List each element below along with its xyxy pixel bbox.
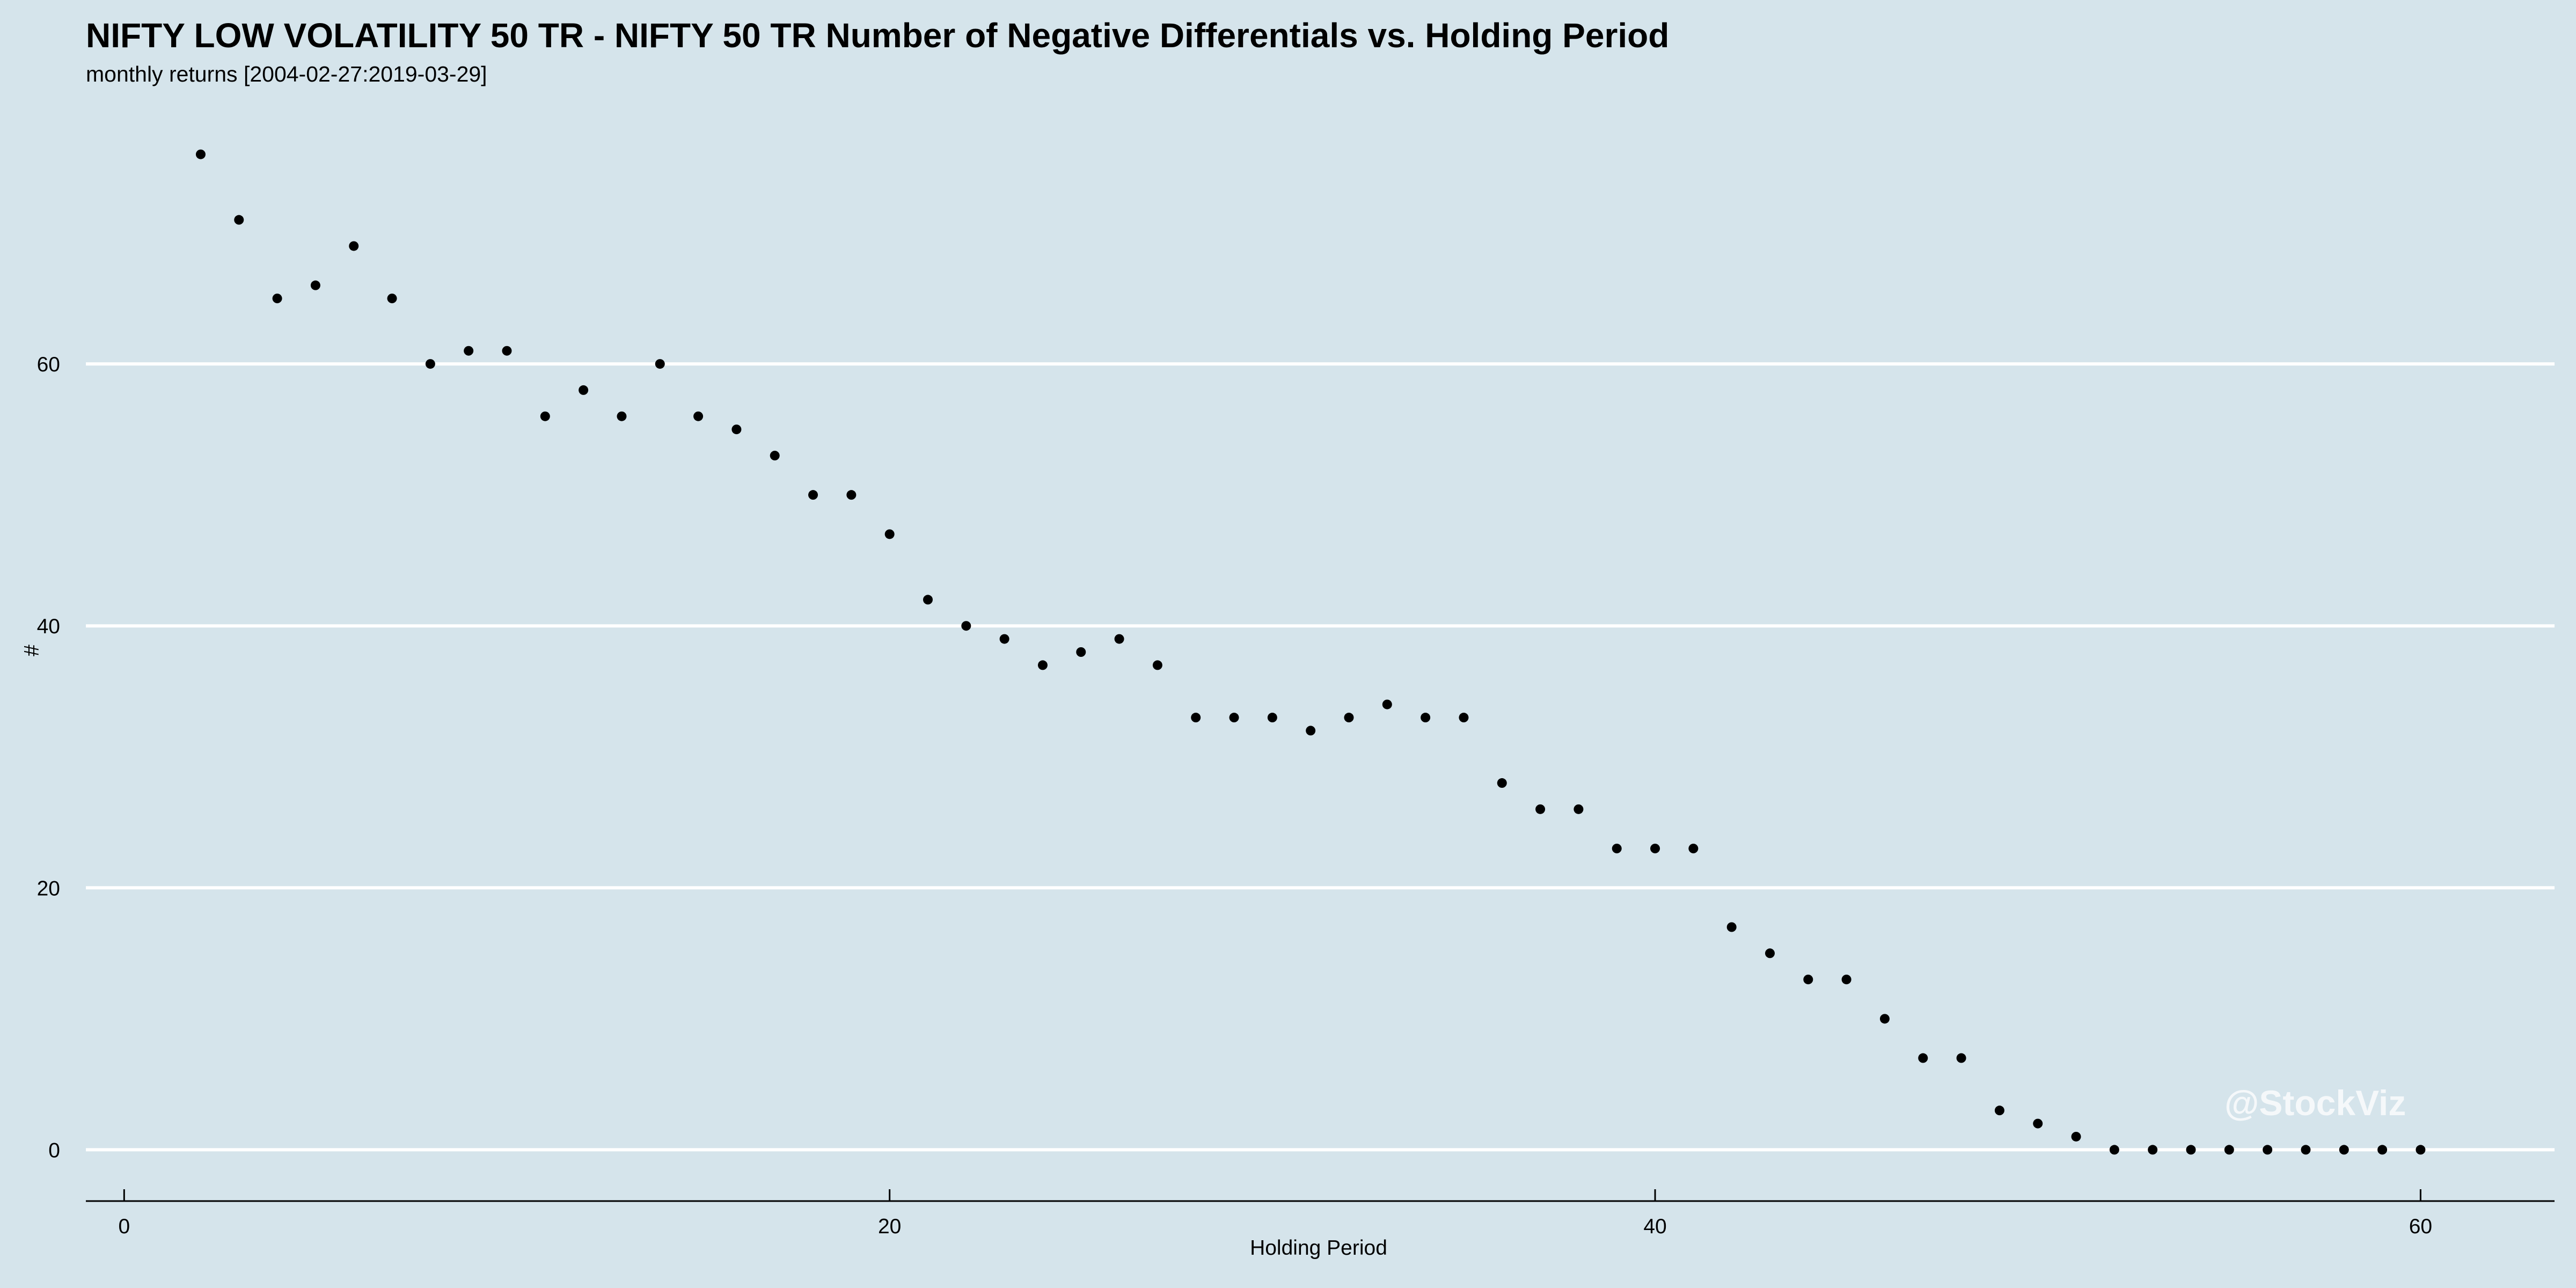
data-point <box>1076 647 1086 657</box>
data-point <box>1191 713 1201 723</box>
data-point <box>731 425 742 435</box>
data-point <box>1803 975 1813 985</box>
data-point <box>2263 1145 2273 1155</box>
data-point <box>693 411 704 421</box>
data-point <box>1382 699 1392 709</box>
data-point <box>1114 634 1124 644</box>
data-point <box>1726 922 1737 932</box>
data-point <box>2377 1145 2388 1155</box>
data-point <box>195 149 206 159</box>
data-point <box>2301 1145 2311 1155</box>
data-point <box>1994 1106 2004 1116</box>
y-axis-title: # <box>20 645 43 656</box>
data-point <box>1152 660 1162 670</box>
data-point <box>234 215 244 225</box>
data-point <box>2186 1145 2196 1155</box>
y-tick-label: 60 <box>37 353 60 376</box>
watermark-text: @StockViz <box>2224 1083 2406 1123</box>
data-point <box>1918 1053 1928 1063</box>
data-point <box>2339 1145 2349 1155</box>
y-tick-label: 20 <box>37 877 60 900</box>
data-point <box>2109 1145 2119 1155</box>
data-point <box>617 411 627 421</box>
data-point <box>770 450 780 460</box>
data-point <box>1229 713 1239 723</box>
x-tick-label: 60 <box>2409 1215 2432 1238</box>
data-point <box>579 385 589 395</box>
data-point <box>1650 844 1660 854</box>
data-point <box>464 346 474 356</box>
data-point <box>1267 713 1277 723</box>
data-point <box>1688 844 1699 854</box>
data-point <box>1956 1053 1966 1063</box>
data-point <box>502 346 512 356</box>
data-point <box>387 294 397 304</box>
data-point <box>1765 948 1775 958</box>
data-point <box>655 359 665 369</box>
x-tick-label: 20 <box>878 1215 901 1238</box>
axes: 0 20 40 60 0 20 40 60 <box>37 353 2555 1238</box>
x-axis-title: Holding Period <box>1250 1236 1387 1260</box>
data-point <box>2033 1118 2043 1129</box>
data-point <box>540 411 550 421</box>
data-point <box>923 595 933 605</box>
data-point <box>1841 975 1851 985</box>
data-point <box>1421 713 1431 723</box>
data-point <box>961 621 971 631</box>
y-tick-label: 0 <box>48 1139 60 1162</box>
data-point <box>1306 726 1316 736</box>
data-point <box>1535 804 1546 814</box>
data-point <box>808 490 818 500</box>
data-point <box>2071 1131 2081 1141</box>
data-point <box>1459 713 1469 723</box>
data-point <box>1037 660 1048 670</box>
chart-title: NIFTY LOW VOLATILITY 50 TR - NIFTY 50 TR… <box>86 16 1670 55</box>
data-point <box>846 490 857 500</box>
grid-lines <box>86 362 2555 1152</box>
data-point <box>2416 1145 2426 1155</box>
data-point <box>310 280 320 290</box>
chart-subtitle: monthly returns [2004-02-27:2019-03-29] <box>86 62 487 86</box>
data-point <box>1344 713 1354 723</box>
data-points <box>195 149 2426 1155</box>
x-tick-label: 0 <box>118 1215 130 1238</box>
data-point <box>1497 778 1507 788</box>
data-point <box>425 359 435 369</box>
data-point <box>2224 1145 2234 1155</box>
data-point <box>2148 1145 2158 1155</box>
data-point <box>1879 1014 1890 1024</box>
data-point <box>272 294 282 304</box>
data-point <box>1574 804 1584 814</box>
y-tick-label: 40 <box>37 615 60 638</box>
data-point <box>1612 844 1622 854</box>
data-point <box>884 529 895 539</box>
data-point <box>999 634 1009 644</box>
data-point <box>349 241 359 251</box>
x-tick-label: 40 <box>1643 1215 1666 1238</box>
